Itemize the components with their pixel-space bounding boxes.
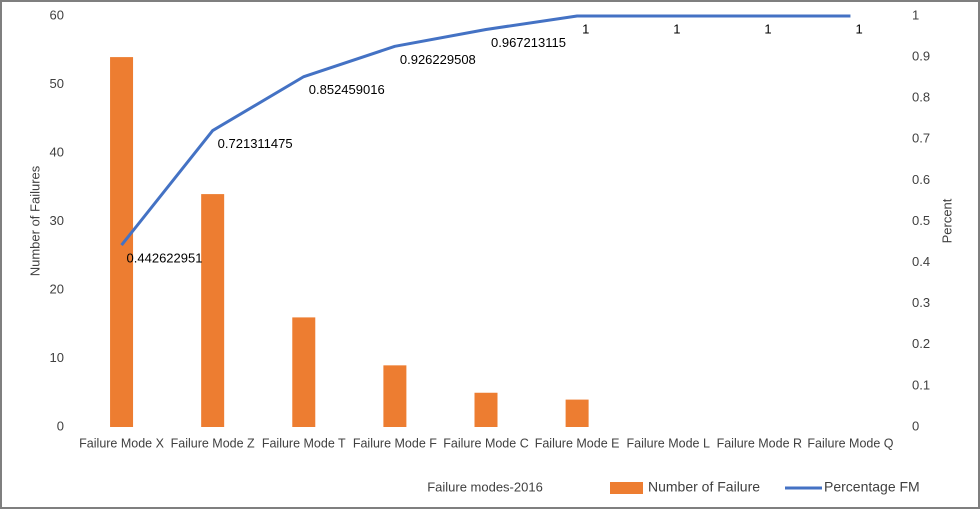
y2-tick-label: 0.5: [912, 213, 930, 228]
x-tick-label: Failure Mode R: [717, 436, 802, 450]
y-tick-label: 10: [50, 350, 64, 365]
x-tick-label: Failure Mode F: [353, 436, 437, 450]
y-tick-label: 40: [50, 144, 64, 159]
line: [120, 14, 851, 247]
y2-tick-label: 0.4: [912, 254, 930, 269]
y2-tick-label: 0.1: [912, 377, 930, 392]
y2-axis-title: Percent: [939, 198, 954, 243]
legend-label: Number of Failure: [648, 479, 760, 495]
y2-tick-label: 0: [912, 418, 919, 433]
bar: [292, 317, 316, 427]
y2-tick-label: 0.9: [912, 49, 930, 64]
legend-swatch: [610, 482, 643, 494]
y-axis-title: Number of Failures: [27, 165, 42, 276]
x-tick-label: Failure Mode T: [262, 436, 346, 450]
x-tick-label: Failure Mode X: [79, 436, 164, 450]
bar: [110, 57, 134, 427]
data-label: 1: [855, 21, 862, 36]
bar: [201, 194, 225, 427]
x-axis-title: Failure modes-2016: [427, 479, 543, 494]
x-tick-label: Failure Mode L: [627, 436, 710, 450]
data-label: 1: [582, 21, 589, 36]
y2-tick-label: 0.2: [912, 336, 930, 351]
x-tick-label: Failure Mode Z: [171, 436, 255, 450]
y2-tick-label: 0.3: [912, 295, 930, 310]
y2-tick-label: 1: [912, 7, 919, 22]
bar: [383, 365, 407, 427]
data-label: 0.852459016: [309, 82, 385, 97]
data-label: 0.926229508: [400, 52, 476, 67]
y-tick-label: 0: [57, 418, 64, 433]
data-label: 0.967213115: [491, 35, 566, 50]
data-label: 0.721311475: [218, 136, 293, 151]
legend-label: Percentage FM: [824, 479, 920, 495]
y2-tick-label: 0.7: [912, 131, 930, 146]
x-tick-label: Failure Mode Q: [807, 436, 893, 450]
x-tick-label: Failure Mode C: [443, 436, 528, 450]
data-label: 1: [764, 21, 771, 36]
x-tick-label: Failure Mode E: [535, 436, 620, 450]
bar: [565, 399, 589, 427]
y-tick-label: 50: [50, 76, 64, 91]
y-tick-label: 30: [50, 213, 64, 228]
y2-tick-label: 0.8: [912, 90, 930, 105]
y-tick-label: 20: [50, 281, 64, 296]
y-tick-label: 60: [50, 7, 64, 22]
bar: [474, 392, 498, 427]
y2-tick-label: 0.6: [912, 172, 930, 187]
data-label: 1: [673, 21, 680, 36]
data-label: 0.442622951: [127, 251, 203, 266]
